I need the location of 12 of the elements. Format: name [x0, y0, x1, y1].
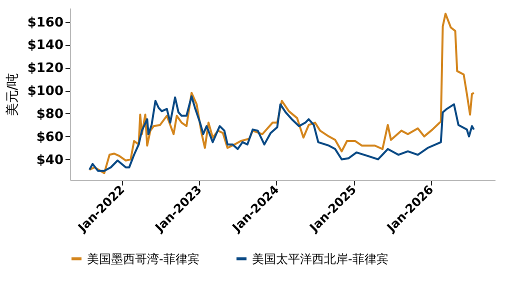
y-tick-label: $140 [27, 38, 64, 54]
y-tick-label: $160 [27, 15, 64, 30]
line-series [88, 95, 475, 172]
y-axis-title: 美元/吨 [4, 72, 20, 116]
y-tick-label: $60 [36, 130, 64, 145]
legend-label: 美国墨西哥湾-菲律宾 [87, 252, 200, 266]
y-tick-label: $40 [36, 152, 64, 168]
y-tick-label: $80 [36, 106, 64, 122]
legend-label: 美国太平洋西北岸-菲律宾 [252, 252, 388, 266]
y-tick-label: $100 [27, 84, 64, 100]
line-series [88, 12, 475, 174]
y-tick-label: $120 [27, 61, 64, 76]
